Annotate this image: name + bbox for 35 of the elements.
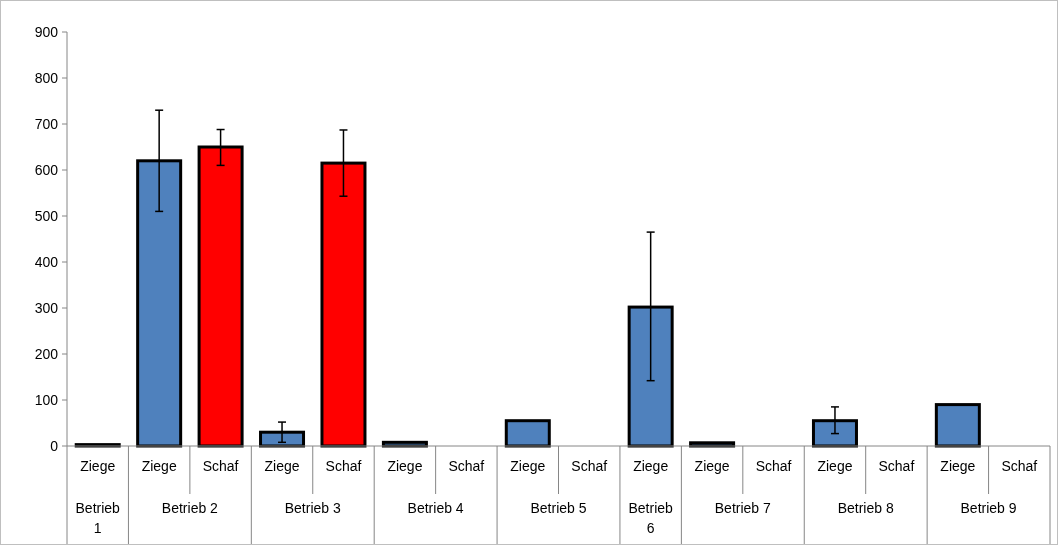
y-tick-label: 600 [34,161,59,178]
y-tick-label: 0 [50,437,59,454]
x-tick-label: Ziege [694,458,730,474]
x-tick-label: Schaf [878,458,915,474]
x-tick-label: Ziege [141,458,177,474]
text: Betrieb 8 [837,500,894,516]
text: Betrieb 2 [161,500,219,516]
text: Betrieb 6 [628,500,674,536]
y-tick-label: 400 [34,253,59,270]
text: Betrieb 9 [960,500,1017,516]
text: Betrieb 3 [284,500,341,516]
y-tick-label: 500 [34,207,59,224]
y-tick-label: 800 [34,69,59,86]
text: Betrieb 4 [407,500,464,516]
x-tick-label: Ziege [80,458,116,474]
x-tick-label: Ziege [510,458,546,474]
y-tick-label: 200 [34,345,59,362]
y-tick-label: 900 [34,23,59,40]
x-tick-label: Schaf [448,458,485,474]
x-tick-label: Ziege [817,458,853,474]
y-tick-label: 700 [34,115,59,132]
x-tick-label: Schaf [202,458,239,474]
text: Betrieb 5 [530,500,587,516]
x-tick-label: Ziege [633,458,669,474]
x-tick-label: Schaf [571,458,608,474]
x-tick-label: Ziege [387,458,423,474]
text: Betrieb 7 [714,500,772,516]
text: Betrieb 1 [75,500,121,536]
x-tick-label: Ziege [940,458,976,474]
x-tick-label: Schaf [1001,458,1038,474]
x-tick-label: Ziege [264,458,300,474]
y-tick-label: 100 [34,391,59,408]
x-tick-label: Schaf [325,458,362,474]
y-tick-label: 300 [34,299,59,316]
x-tick-label: Schaf [755,458,792,474]
